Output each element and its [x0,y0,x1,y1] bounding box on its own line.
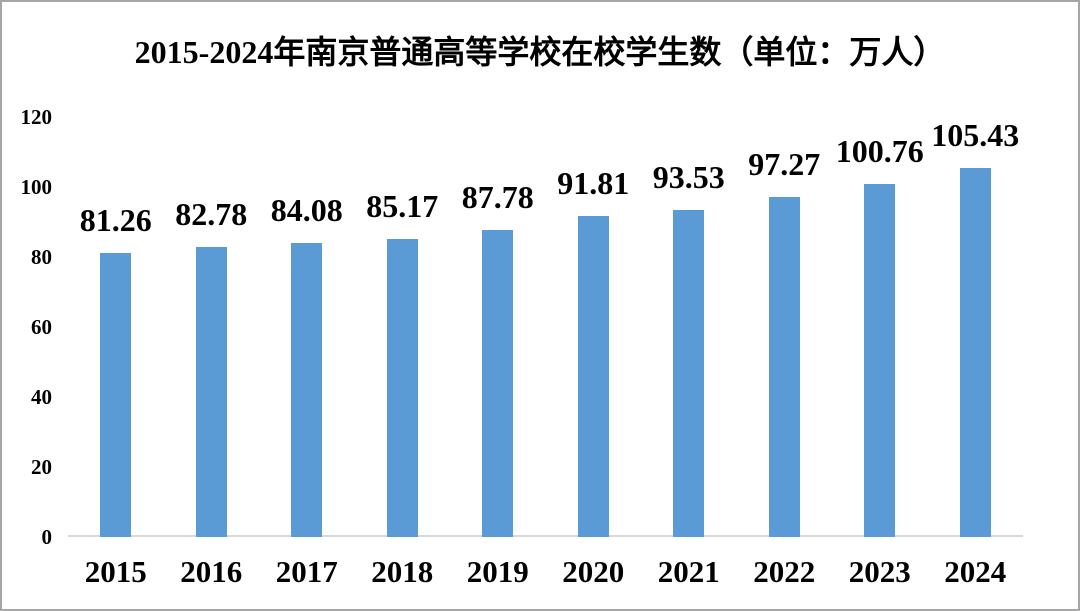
bar-value-label: 93.53 [652,158,725,195]
bar [195,247,227,537]
y-axis-tick-label: 0 [41,525,53,549]
bar-value-label: 82.78 [175,196,248,233]
x-axis-tick-label: 2016 [180,554,243,589]
bar-value-label: 105.43 [931,116,1020,153]
x-axis-tick-label: 2019 [466,554,529,589]
bar-value-label: 85.17 [366,187,439,224]
x-axis-tick-label: 2018 [371,554,434,589]
bar-value-label: 91.81 [557,164,630,201]
x-axis-tick-label: 2020 [562,554,625,589]
bar [386,238,418,537]
x-axis-tick-label: 2024 [944,554,1007,589]
x-axis-line [68,535,1023,537]
bar-value-label: 87.78 [461,178,534,215]
bar [959,167,991,537]
bar-value-label: 100.76 [835,133,924,170]
chart-title: 2015-2024年南京普通高等学校在校学生数（单位：万人） [134,34,946,70]
y-axis-tick-label: 100 [20,175,53,199]
bar [291,242,323,537]
bar [673,209,705,537]
y-axis-tick-label: 40 [31,385,52,409]
bar [482,229,514,537]
bar-value-label: 84.08 [270,191,343,228]
bar [577,215,609,537]
bar [100,252,132,537]
y-axis-tick-label: 20 [31,455,52,479]
y-axis-tick-label: 80 [31,245,52,269]
bar-value-label: 81.26 [79,201,152,238]
bar [768,196,800,537]
y-axis-tick-label: 60 [31,315,52,339]
x-axis-tick-label: 2017 [275,554,338,589]
x-axis-tick-label: 2021 [657,554,720,589]
bar-value-label: 97.27 [748,145,821,182]
y-axis-tick-label: 120 [20,105,53,129]
x-axis-tick-label: 2023 [848,554,911,589]
x-axis-tick-label: 2022 [753,554,816,589]
bar [864,184,896,537]
x-axis-tick-label: 2015 [84,554,147,589]
